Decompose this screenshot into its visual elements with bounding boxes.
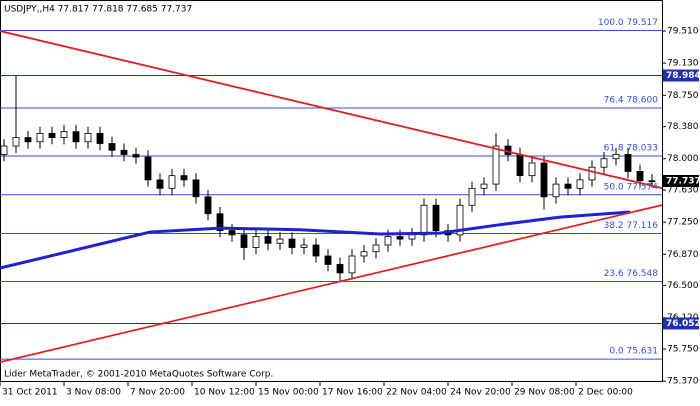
fibo-label: 50.0 77.574 <box>604 182 659 192</box>
y-tick-label: 79.510 <box>667 27 699 37</box>
candle-body <box>432 204 440 232</box>
candle-body <box>180 175 188 181</box>
candle-body <box>12 137 20 147</box>
candle-body <box>456 204 464 236</box>
candle-body <box>420 204 428 236</box>
x-tick-label: 24 Nov 20:00 <box>450 388 511 398</box>
candle-body <box>276 238 284 244</box>
candle-body <box>576 179 584 189</box>
y-tick-label: 79.130 <box>667 59 699 69</box>
candle-body <box>648 180 656 183</box>
x-tick-label: 17 Nov 16:00 <box>322 388 383 398</box>
candle-body <box>60 131 68 138</box>
candle-body <box>36 132 44 143</box>
candle-body <box>264 236 272 244</box>
fibo-label: 0.0 75.631 <box>609 347 658 357</box>
price-box <box>663 317 699 330</box>
candle-body <box>48 132 56 138</box>
x-tick-label: 29 Nov 08:00 <box>514 388 575 398</box>
fibo-label: 76.4 78.600 <box>604 95 659 105</box>
candle-body <box>636 171 644 182</box>
y-tick-label: 78.380 <box>667 122 699 132</box>
candle-body <box>312 244 320 257</box>
candle-body <box>624 154 632 172</box>
candle-body <box>384 236 392 246</box>
price-label: 76.052 <box>666 319 700 329</box>
indicator-line <box>0 210 631 270</box>
price-label: 77.737 <box>666 176 700 186</box>
candle-body <box>120 149 128 155</box>
indicator-line <box>0 30 663 189</box>
chart-title: USDJPY,,H4 77.817 77.818 77.685 77.737 <box>4 5 192 15</box>
candle-body <box>132 154 140 158</box>
candle-body <box>204 196 212 215</box>
y-tick-label: 75.370 <box>667 377 699 387</box>
fibo-label: 23.6 76.548 <box>604 269 659 279</box>
fibo-label: 61.8 78.033 <box>604 143 658 153</box>
candle-body <box>24 137 32 143</box>
price-label: 78.984 <box>666 71 700 81</box>
y-tick-label: 78.000 <box>667 154 699 164</box>
y-tick-label: 75.750 <box>667 345 699 355</box>
candle-body <box>252 236 260 248</box>
y-tick-label: 77.630 <box>667 186 699 196</box>
candle-body <box>156 179 164 189</box>
x-tick-label: 31 Oct 2011 <box>2 388 58 398</box>
price-box <box>663 69 699 82</box>
x-tick-label: 3 Nov 08:00 <box>66 388 121 398</box>
candle-body <box>300 244 308 248</box>
y-tick-label: 76.870 <box>667 250 699 260</box>
plot <box>0 29 663 364</box>
x-tick-label: 22 Nov 04:00 <box>386 388 447 398</box>
candle-body <box>480 183 488 189</box>
candle-body <box>216 213 224 232</box>
fibo-label: 100.0 79.517 <box>598 18 658 28</box>
candle-body <box>588 166 596 181</box>
candle-body <box>228 230 236 236</box>
candle-body <box>600 158 608 168</box>
candle-body <box>552 183 560 198</box>
indicator-line <box>0 204 663 364</box>
candle-body <box>72 131 80 143</box>
fibo-label: 38.2 77.116 <box>604 221 659 231</box>
footer: Lider MetaTrader, © 2001-2010 MetaQuotes… <box>4 370 273 380</box>
candle-body <box>324 255 332 265</box>
x-tick-label: 15 Nov 00:00 <box>258 388 319 398</box>
candle-body <box>468 187 476 206</box>
candle-body <box>96 132 104 144</box>
candle-body <box>408 234 416 240</box>
candle-body <box>528 162 536 177</box>
y-tick-label: 78.750 <box>667 91 699 101</box>
price-box <box>663 174 699 187</box>
candle-body <box>144 156 152 181</box>
candle-body <box>516 154 524 177</box>
candle-body <box>0 145 8 155</box>
x-tick-label: 7 Nov 20:00 <box>130 388 185 398</box>
candle-body <box>168 175 176 189</box>
candle-body <box>240 234 248 248</box>
candle-body <box>84 132 92 143</box>
candle-body <box>336 264 344 274</box>
x-tick-label: 2 Dec 00:00 <box>578 388 633 398</box>
y-tick-label: 76.500 <box>667 281 699 291</box>
x-tick-label: 10 Nov 12:00 <box>194 388 255 398</box>
candle-body <box>396 236 404 240</box>
candle-body <box>192 179 200 198</box>
candle-body <box>564 183 572 189</box>
candle-body <box>348 255 356 274</box>
candle-body <box>372 244 380 253</box>
candle-body <box>492 145 500 185</box>
candle-body <box>360 251 368 257</box>
candle-body <box>288 238 296 248</box>
plot-border <box>0 0 663 382</box>
candle-body <box>540 162 548 198</box>
y-tick-label: 77.250 <box>667 218 699 228</box>
candle-body <box>612 154 620 160</box>
candle-body <box>108 143 116 151</box>
